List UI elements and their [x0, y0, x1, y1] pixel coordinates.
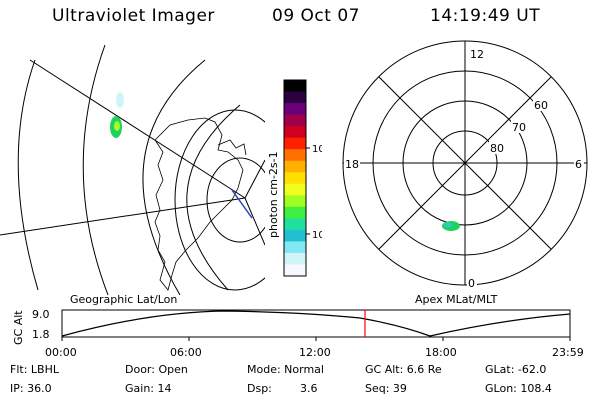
altitude-xtick: 23:59 [552, 346, 584, 359]
colorbar-frame [283, 79, 307, 277]
coastline [154, 117, 244, 291]
lat-arc [142, 59, 206, 295]
left-panel-label: Geographic Lat/Lon [70, 293, 178, 306]
right-panel-label: Apex MLat/MLT [415, 293, 498, 306]
info-mode: Mode: Normal [247, 363, 324, 376]
colorbar-segment [284, 91, 306, 104]
info-ip: IP: 36.0 [10, 382, 52, 395]
meridian [244, 197, 265, 246]
time-label: 14:19:49 UT [430, 6, 541, 26]
lat-arc [17, 59, 39, 291]
altitude-xtick: 12:00 [299, 346, 331, 359]
info-glon: GLon: 108.4 [485, 382, 552, 395]
aurora-faint [116, 92, 124, 108]
lat-circle [174, 109, 265, 291]
meridian [0, 197, 246, 236]
colorbar: 100 10 photon cm-2s-1 [267, 79, 322, 277]
meridian [244, 159, 265, 199]
clock-label-18: 18 [345, 158, 359, 171]
altitude-plot: GC Alt 9.0 1.8 00:00 06:00 12:00 18:00 2… [12, 308, 584, 359]
colorbar-segment [284, 229, 306, 242]
geographic-map [0, 44, 265, 295]
instrument-title: Ultraviolet Imager [52, 6, 215, 26]
aurora-spot-core [444, 222, 452, 228]
colorbar-segment [284, 206, 306, 219]
colorbar-segment [284, 252, 306, 265]
info-gc-alt: GC Alt: 6.6 Re [365, 363, 442, 376]
polar-diagonal [378, 76, 552, 250]
clock-label-12: 12 [470, 48, 484, 61]
colorbar-segment [284, 149, 306, 162]
colorbar-segment [284, 137, 306, 150]
colorbar-segment [284, 114, 306, 127]
meridian [29, 59, 246, 199]
info-dsp-label: Dsp: [247, 382, 272, 395]
colorbar-tick-label: 10 [312, 230, 322, 241]
altitude-curve [61, 310, 571, 337]
altitude-ytick: 1.8 [32, 328, 50, 341]
lat-label-70: 70 [512, 121, 526, 134]
colorbar-segment [284, 195, 306, 208]
clock-label-0: 0 [468, 277, 475, 290]
lat-label-80: 80 [490, 142, 504, 155]
info-filter: Flt: LBHL [10, 363, 59, 376]
aurora-emission-core [114, 121, 120, 131]
lat-arc [82, 44, 109, 295]
colorbar-segment [284, 160, 306, 173]
colorbar-segment [284, 218, 306, 231]
colorbar-segment [284, 172, 306, 185]
colorbar-tick-label: 100 [312, 144, 322, 155]
info-dsp-value: 3.6 [300, 382, 318, 395]
altitude-xtick: 00:00 [45, 346, 77, 359]
polar-plot: 12 18 6 0 60 70 80 [342, 40, 588, 290]
colorbar-segment [284, 264, 306, 277]
info-seq: Seq: 39 [365, 382, 407, 395]
colorbar-segment [284, 103, 306, 116]
info-gain: Gain: 14 [125, 382, 172, 395]
colorbar-label: photon cm-2s-1 [267, 151, 280, 238]
lat-label-60: 60 [534, 99, 548, 112]
altitude-ylabel: GC Alt [12, 310, 25, 345]
altitude-xtick: 06:00 [170, 346, 202, 359]
lat-arc [186, 104, 241, 291]
colorbar-segment [284, 80, 306, 93]
altitude-xtick: 18:00 [425, 346, 457, 359]
coastline [217, 139, 247, 156]
altitude-ytick: 9.0 [32, 308, 50, 321]
clock-label-6: 6 [575, 158, 582, 171]
lat-circle [206, 157, 265, 243]
colorbar-segment [284, 126, 306, 139]
info-door: Door: Open [125, 363, 188, 376]
date-label: 09 Oct 07 [272, 6, 360, 26]
spacecraft-track [231, 189, 253, 219]
info-glat: GLat: -62.0 [485, 363, 547, 376]
colorbar-segment [284, 241, 306, 254]
colorbar-segment [284, 183, 306, 196]
